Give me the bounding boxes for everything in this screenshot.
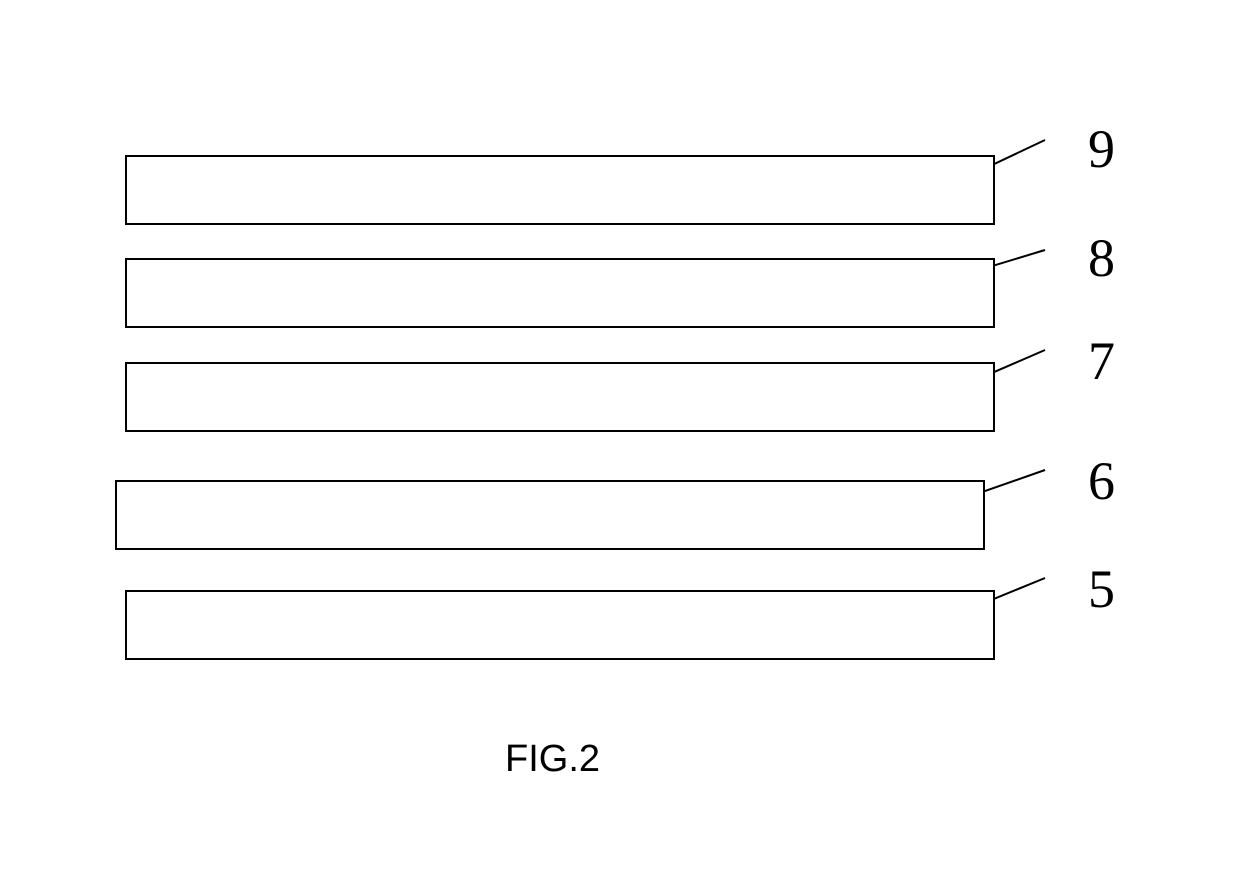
label-9: 9 xyxy=(1088,118,1115,180)
label-6: 6 xyxy=(1088,450,1115,512)
layer-9 xyxy=(125,155,995,225)
layer-8 xyxy=(125,258,995,328)
diagram-container: 9 8 7 6 5 FIG.2 xyxy=(0,0,1240,882)
layer-6 xyxy=(115,480,985,550)
label-7: 7 xyxy=(1088,330,1115,392)
label-5: 5 xyxy=(1088,558,1115,620)
callout-lines-svg xyxy=(0,0,1240,882)
figure-caption: FIG.2 xyxy=(505,738,600,781)
label-8: 8 xyxy=(1088,227,1115,289)
layer-5 xyxy=(125,590,995,660)
layer-7 xyxy=(125,362,995,432)
